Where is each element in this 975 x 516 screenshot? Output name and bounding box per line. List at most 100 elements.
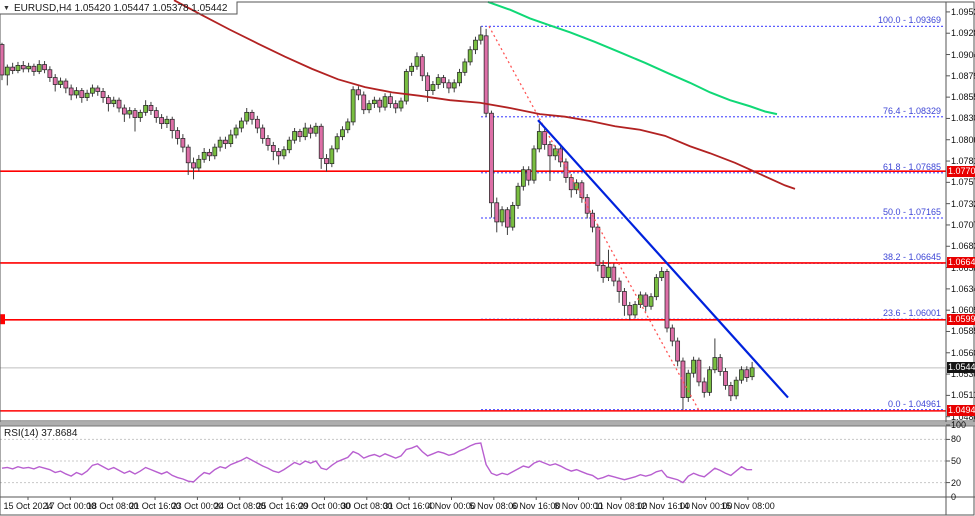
red-dotted-trendline: [488, 25, 701, 413]
time-tick-label: 8 Nov 00:00: [554, 501, 603, 511]
price-tick-label: 1.06095: [951, 305, 975, 316]
candles-layer: [0, 26, 755, 410]
candle-bearish: [494, 202, 500, 223]
candle-bearish: [627, 305, 633, 316]
candle-bearish: [47, 69, 53, 78]
candle-bullish: [653, 277, 659, 298]
red-price-badge: 1.04947: [947, 405, 975, 417]
price-tick-label: 1.05850: [951, 326, 975, 337]
candle-bearish: [31, 65, 37, 72]
candle-bullish: [574, 182, 579, 191]
left-edge-price-tag: [0, 314, 5, 325]
fib-level-label: 38.2 - 1.06645: [882, 252, 941, 263]
candle-bullish: [302, 127, 308, 138]
fib-level-label: 50.0 - 1.07165: [882, 207, 941, 217]
green-moving-average-line: [487, 0, 778, 116]
candle-bearish: [270, 145, 276, 152]
price-tick-label: 1.07075: [951, 219, 975, 230]
bid-price-badge: 1.05442: [947, 362, 975, 374]
candle-bullish: [473, 39, 478, 51]
candle-bullish: [510, 205, 516, 228]
candle-bullish: [350, 89, 356, 123]
candle-bearish: [132, 110, 138, 118]
candle-bearish: [387, 96, 393, 105]
candle-bearish: [20, 65, 26, 70]
candle-bullish: [648, 296, 654, 307]
fib-level-label: 76.4 - 1.08329: [882, 105, 941, 116]
candle-bearish: [696, 359, 702, 383]
candle-bearish: [361, 94, 367, 111]
candle-bearish: [393, 103, 399, 109]
candle-bearish: [63, 80, 69, 89]
splitter-band: [0, 422, 975, 426]
candle-bullish: [632, 304, 638, 316]
fib-level-label: 0.0 - 1.04961: [887, 398, 941, 409]
candle-bullish: [143, 105, 149, 113]
candle-bearish: [52, 77, 58, 85]
candle-bullish: [233, 127, 239, 136]
time-tick-label: 11 Nov 08:00: [594, 501, 648, 511]
candle-bullish: [707, 369, 712, 393]
candle-bearish: [276, 151, 282, 157]
candle-bullish: [457, 71, 462, 84]
candle-bearish: [563, 161, 569, 178]
candle-bullish: [36, 64, 42, 72]
candle-bearish: [547, 144, 553, 157]
red-price-badge: 1.06648: [947, 257, 975, 269]
candle-bullish: [137, 111, 143, 118]
price-tick-label: 1.06830: [951, 241, 975, 252]
candle-bullish: [467, 49, 473, 63]
rsi-tick-label: 50: [951, 456, 962, 466]
candle-bearish: [100, 91, 106, 98]
candle-bullish: [520, 169, 526, 187]
price-tick-label: 1.08550: [951, 92, 975, 103]
candle-bearish: [584, 197, 590, 214]
time-tick-label: 5 Nov 08:00: [469, 501, 519, 511]
candle-bearish: [185, 146, 191, 164]
candle-bullish: [382, 96, 388, 108]
candle-bullish: [536, 131, 542, 150]
candle-bearish: [260, 127, 266, 139]
candle-bearish: [297, 131, 303, 138]
candle-bullish: [228, 134, 234, 145]
candle-bullish: [430, 84, 436, 91]
price-tick-label: 1.06340: [951, 283, 975, 294]
red-price-badge: 1.05994: [947, 314, 975, 326]
candle-bearish: [595, 226, 601, 266]
candle-bearish: [223, 139, 228, 145]
symbol-ohlc-label[interactable]: ▼ EURUSD,H4 1.05420 1.05447 1.05378 1.054…: [3, 3, 227, 14]
candle-bearish: [489, 112, 494, 204]
candle-bullish: [685, 372, 691, 398]
candle-bearish: [526, 169, 532, 181]
candle-bearish: [175, 130, 180, 139]
candle-bullish: [340, 129, 345, 138]
candle-bearish: [95, 87, 101, 92]
candle-bearish: [483, 35, 489, 114]
time-tick-label: 24 Oct 08:00: [213, 501, 266, 511]
chevron-down-icon: ▼: [3, 5, 10, 12]
time-tick-label: 12 Nov 16:00: [636, 501, 691, 511]
candle-bullish: [739, 369, 744, 381]
candle-bullish: [164, 118, 170, 125]
rsi-line: [1, 442, 753, 484]
candle-bullish: [733, 379, 739, 397]
candle-bearish: [106, 97, 111, 105]
candle-bullish: [398, 100, 404, 109]
price-tick-label: 1.08060: [951, 134, 975, 145]
candle-bullish: [239, 120, 244, 129]
rsi-tick-label: 20: [951, 477, 962, 488]
candle-bearish: [600, 265, 606, 278]
candle-bullish: [409, 65, 415, 72]
time-tick-label: 23 Oct 00:00: [171, 501, 224, 511]
candle-bearish: [441, 77, 446, 84]
candle-bullish: [84, 92, 90, 98]
symbol-ohlc-text: EURUSD,H4 1.05420 1.05447 1.05378 1.0544…: [13, 3, 228, 14]
candle-bullish: [531, 148, 537, 181]
candle-bearish: [159, 117, 164, 125]
price-tick-label: 1.05360: [951, 369, 975, 380]
candle-bearish: [701, 381, 707, 393]
candle-bearish: [611, 266, 617, 282]
